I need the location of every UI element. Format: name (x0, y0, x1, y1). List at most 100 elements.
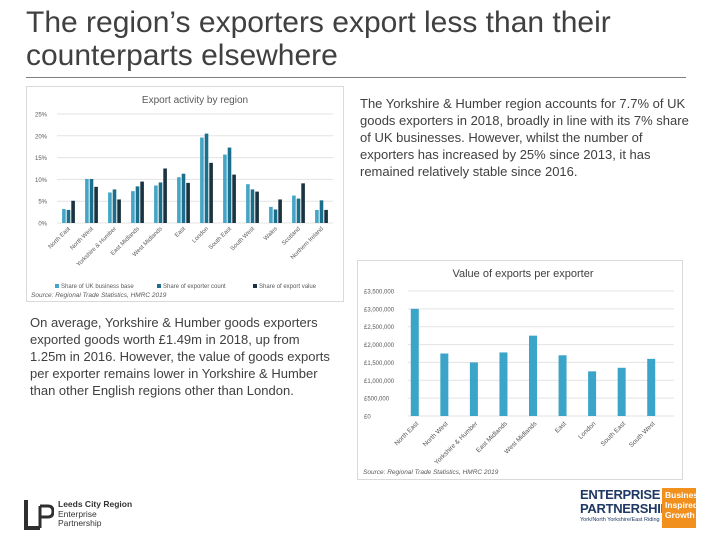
y-tick-label: £500,000 (364, 397, 390, 403)
bar-base (131, 191, 135, 223)
bar (529, 335, 537, 416)
x-tick-label: London (577, 420, 598, 441)
y-tick-label: £3,500,000 (364, 290, 395, 296)
bar (558, 355, 567, 416)
y-tick-label: 25% (35, 113, 48, 119)
y-tick-label: 0% (38, 222, 47, 228)
bar-count (181, 173, 186, 223)
x-tick-label: South West (628, 420, 657, 449)
right-paragraph: The Yorkshire & Humber region accounts f… (360, 96, 689, 179)
enterprise-partnership-logo: ENTERPRISE PARTNERSHIP York/North Yorksh… (580, 487, 703, 528)
bar-base (269, 206, 273, 223)
lep-logo-line2: Enterprise (58, 508, 97, 519)
y-tick-label: 15% (35, 156, 48, 162)
bar-count (319, 200, 324, 223)
bar (440, 353, 449, 416)
ep-logo-badge: Business Inspired Growth (662, 488, 703, 528)
ep-badge-line1: Business (665, 490, 703, 500)
ep-logo-word2: PARTNERSHIP (580, 501, 669, 516)
bar (617, 367, 626, 416)
export-activity-chart: 0% 5% 10% 15% 20% 25% North East North West Yor… (26, 86, 344, 302)
bar (588, 371, 597, 416)
x-tick-label: South East (600, 420, 628, 448)
y-tick-label: 10% (35, 178, 48, 184)
value-per-exporter-chart: £0 £500,000 £1,000,000 £1,500,000 £2,000,000… (357, 260, 683, 480)
x-tick-label: North East (394, 420, 421, 447)
bar-count (273, 209, 278, 223)
bar-value (186, 182, 190, 223)
bar-base (200, 137, 204, 223)
y-tick-label: £1,000,000 (364, 379, 395, 385)
bar-base (85, 178, 89, 223)
bar-base (62, 209, 66, 223)
slide-title: The region’s exporters export less than … (26, 6, 611, 72)
bar-count (204, 133, 209, 223)
y-tick-label: £2,500,000 (364, 325, 395, 331)
x-tick-label: East (174, 226, 187, 239)
lep-logo-line3: Partnership (58, 518, 102, 528)
ep-logo-tagline: York/North Yorkshire/East Riding (580, 517, 660, 523)
bar-base (223, 154, 227, 223)
bar-value (140, 181, 144, 223)
value-per-exporter-chart-source: Source: Regional Trade Statistics, HMRC … (363, 469, 499, 476)
legend-swatch (55, 284, 59, 288)
lep-logo-mark (24, 500, 54, 530)
x-tick-label: West Midlands (503, 420, 539, 456)
value-per-exporter-chart-title: Value of exports per exporter (452, 268, 593, 280)
y-tick-label: £3,000,000 (364, 307, 395, 313)
bar-value (232, 174, 236, 223)
bar-count (158, 182, 163, 223)
bar-value (163, 168, 167, 223)
bar-value (278, 199, 282, 223)
x-tick-label: North East (48, 226, 73, 251)
bar (469, 362, 478, 416)
bar-base (315, 209, 319, 223)
bar-base (177, 177, 181, 223)
y-tick-label: 5% (38, 200, 47, 206)
x-tick-label: South West (230, 226, 256, 252)
bar-base (108, 192, 112, 223)
y-tick-label: 20% (35, 134, 48, 140)
legend-swatch (253, 284, 257, 288)
ep-badge-line3: Growth (665, 510, 695, 520)
x-tick-label: London (192, 226, 210, 244)
bar-value (94, 186, 98, 223)
bar (499, 352, 508, 416)
bar-base (246, 184, 250, 223)
bar-base (292, 195, 296, 223)
bar (647, 358, 656, 416)
y-tick-label: £1,500,000 (364, 361, 395, 367)
x-tick-label: Yorkshire & Humber (76, 226, 118, 268)
bar-count (112, 189, 117, 223)
ep-logo-word1: ENTERPRISE (580, 487, 661, 502)
bar-value (117, 199, 121, 223)
legend-swatch (157, 284, 161, 288)
legend-label: Share of export value (259, 284, 317, 290)
export-activity-chart-source: Source: Regional Trade Statistics, HMRC … (31, 292, 167, 299)
x-tick-label: East (554, 420, 568, 434)
bar-value (209, 162, 213, 223)
legend-label: Share of UK business base (61, 284, 134, 290)
bar-count (89, 178, 94, 223)
export-activity-chart-title: Export activity by region (142, 95, 248, 106)
bar-count (135, 186, 140, 223)
bar-count (250, 189, 255, 223)
legend-label: Share of exporter count (163, 284, 226, 290)
bar-count (296, 198, 301, 223)
x-tick-label: North West (422, 420, 450, 448)
y-tick-label: £2,000,000 (364, 343, 395, 349)
y-tick-label: £0 (364, 415, 371, 421)
bar-count (66, 209, 71, 223)
bar-value (255, 191, 259, 223)
left-paragraph: On average, Yorkshire & Humber goods exp… (30, 315, 330, 398)
bar-value (71, 200, 75, 223)
value-per-exporter-chart-svg: £0 £500,000 £1,000,000 £1,500,000 £2,000,000… (363, 268, 674, 476)
lep-logo: Leeds City Region Enterprise Partnership (24, 498, 154, 530)
ep-badge-line2: Inspired (665, 500, 699, 510)
x-tick-label: Scotland (281, 226, 302, 247)
bar-base (154, 185, 158, 223)
bar-value (324, 209, 328, 223)
title-underline (26, 77, 686, 78)
bar-value (301, 183, 305, 223)
